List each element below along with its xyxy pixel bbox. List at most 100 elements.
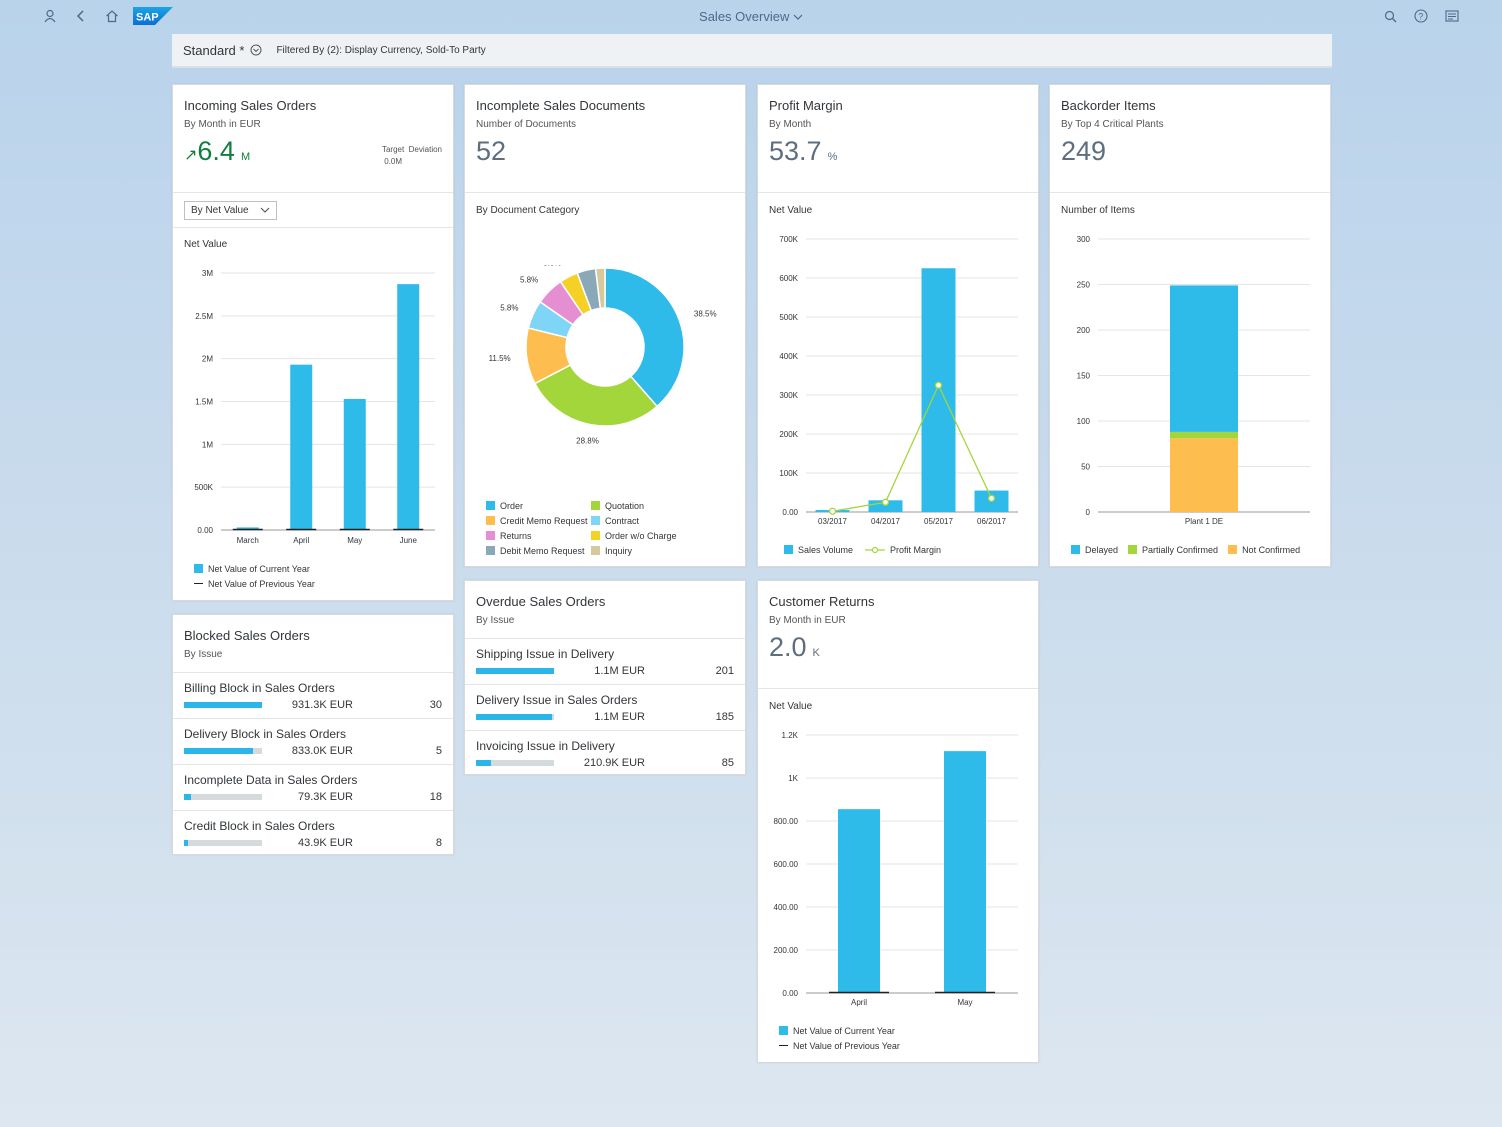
y-tick-label: 150 <box>1077 372 1091 381</box>
kpi-unit: M <box>240 151 251 163</box>
list-item[interactable]: Incomplete Data in Sales Orders 79.3K EUR… <box>173 764 453 810</box>
kpi-value: 249 <box>1061 136 1107 166</box>
y-tick-label: 0.00 <box>782 508 798 517</box>
legend-item[interactable]: Partially Confirmed <box>1128 542 1218 557</box>
chart-legend: Order Quotation Credit Memo Request Contrac… <box>486 498 736 558</box>
legend-item[interactable]: Delayed <box>1071 542 1118 557</box>
legend-item[interactable]: Quotation <box>591 498 731 513</box>
slice-value-label: 5.8% <box>500 304 518 313</box>
y-tick-label: 1K <box>788 774 798 783</box>
kpi-value: 2.0 K <box>769 632 1027 663</box>
legend-item-current[interactable]: Net Value of Current Year <box>779 1023 900 1038</box>
card-incoming-sales-orders: Incoming Sales Orders By Month in EUR ↗6… <box>172 84 454 601</box>
list-item-label: Invoicing Issue in Delivery <box>476 739 615 753</box>
slice-value-label: 28.8% <box>576 436 599 445</box>
legend-item[interactable]: Not Confirmed <box>1228 542 1300 557</box>
incomplete-donut-chart[interactable]: 38.5%28.8%11.5%5.8%5.8%3.8%3.8% <box>465 265 747 465</box>
list-item-amount: 1.1M EUR <box>594 711 645 723</box>
shell-bar: SAP Sales Overview ? <box>0 0 1502 32</box>
incoming-bar-chart[interactable]: 0.00 500K 1M 1.5M 2M 2.5M 3M March April May June <box>173 255 455 555</box>
back-icon[interactable] <box>71 6 91 26</box>
list-item[interactable]: Delivery Issue in Sales Orders 1.1M EUR 18… <box>465 684 745 730</box>
list-item[interactable]: Billing Block in Sales Orders 931.3K EUR 3… <box>173 672 453 718</box>
stacked-bar-segment <box>1170 438 1238 512</box>
card-header[interactable]: Incoming Sales Orders By Month in EUR ↗6… <box>173 85 453 167</box>
card-title: Overdue Sales Orders <box>476 594 606 609</box>
legend-item[interactable]: Order w/o Charge <box>591 528 731 543</box>
list-item-count: 85 <box>721 757 734 769</box>
legend-item-sales-volume[interactable]: Sales Volume <box>784 542 853 557</box>
filtered-by-text[interactable]: Filtered By (2): Display Currency, Sold-… <box>276 44 486 56</box>
list-item-count: 8 <box>435 837 442 849</box>
variant-selector[interactable]: Standard * <box>183 43 262 58</box>
card-header[interactable]: Blocked Sales Orders By Issue <box>173 615 453 660</box>
y-tick-label: 2M <box>202 355 213 364</box>
legend-label: Net Value of Previous Year <box>793 1040 900 1051</box>
legend-item-previous[interactable]: Net Value of Previous Year <box>194 576 315 591</box>
y-tick-label: 800.00 <box>774 817 799 826</box>
slice-value-label: 3.8% <box>543 265 561 268</box>
home-icon[interactable] <box>102 6 122 26</box>
filter-bar: Standard * Filtered By (2): Display Curr… <box>172 34 1332 68</box>
x-tick-label: 05/2017 <box>924 517 953 526</box>
list-item-label: Delivery Block in Sales Orders <box>184 727 347 741</box>
help-icon[interactable]: ? <box>1411 6 1431 26</box>
list-item[interactable]: Invoicing Issue in Delivery 210.9K EUR 85 <box>465 730 745 776</box>
bar <box>343 398 366 530</box>
legend-label: Net Value of Current Year <box>793 1025 895 1036</box>
dropdown-value: By Net Value <box>191 205 249 216</box>
card-header[interactable]: Customer Returns By Month in EUR 2.0 K <box>758 581 1038 663</box>
list-item[interactable]: Delivery Block in Sales Orders 833.0K EUR… <box>173 718 453 764</box>
y-tick-label: 400K <box>779 352 798 361</box>
legend-swatch <box>591 546 600 555</box>
legend-item[interactable]: Order <box>486 498 591 513</box>
chart-legend: Net Value of Current Year Net Value of P… <box>194 561 315 591</box>
y-tick-label: 500K <box>194 483 213 492</box>
list-item[interactable]: Shipping Issue in Delivery 1.1M EUR 201 <box>465 638 745 684</box>
y-tick-label: 0.00 <box>782 989 798 998</box>
kpi-unit: % <box>827 151 838 163</box>
micro-bar-fill <box>476 668 554 674</box>
legend-item[interactable]: Contract <box>591 513 731 528</box>
sap-logo[interactable]: SAP <box>133 7 173 25</box>
legend-item[interactable]: Inquiry <box>591 543 731 558</box>
notifications-icon[interactable] <box>1442 6 1462 26</box>
card-customer-returns: Customer Returns By Month in EUR 2.0 K Ne… <box>757 580 1039 1063</box>
returns-bar-chart[interactable]: 0.00 200.00 400.00 600.00 800.00 1K 1.2K April M… <box>758 721 1040 1016</box>
profit-combo-chart[interactable]: 0.00 100K 200K 300K 400K 500K 600K 700K 03/2017 0… <box>758 225 1040 530</box>
card-title: Incoming Sales Orders <box>184 98 317 113</box>
card-header[interactable]: Overdue Sales Orders By Issue <box>465 581 745 626</box>
list-item-label: Incomplete Data in Sales Orders <box>184 773 358 787</box>
donut-slice <box>594 267 606 310</box>
legend-swatch <box>486 501 495 510</box>
list-item-count: 18 <box>429 791 442 803</box>
list-item-amount: 43.9K EUR <box>297 837 353 849</box>
legend-label: Contract <box>605 515 640 526</box>
legend-swatch <box>194 564 203 573</box>
legend-item[interactable]: Credit Memo Request <box>486 513 591 528</box>
legend-item[interactable]: Debit Memo Request <box>486 543 591 558</box>
divider <box>173 192 453 193</box>
card-header[interactable]: Incomplete Sales Documents Number of Doc… <box>465 85 745 167</box>
legend-item[interactable]: Returns <box>486 528 591 543</box>
app-title-menu[interactable]: Sales Overview <box>699 9 803 24</box>
legend-item-previous[interactable]: Net Value of Previous Year <box>779 1038 900 1053</box>
view-dropdown[interactable]: By Net Value <box>184 201 277 220</box>
search-icon[interactable] <box>1380 6 1400 26</box>
user-icon[interactable] <box>40 6 60 26</box>
list-item-amount: 833.0K EUR <box>291 745 353 757</box>
y-tick-label: 100 <box>1077 417 1091 426</box>
legend-item-current[interactable]: Net Value of Current Year <box>194 561 315 576</box>
x-tick-label: May <box>347 536 362 545</box>
chart-legend: Sales Volume Profit Margin <box>784 542 941 557</box>
y-tick-label: 0 <box>1086 508 1091 517</box>
card-header[interactable]: Backorder Items By Top 4 Critical Plants… <box>1050 85 1330 167</box>
card-header[interactable]: Profit Margin By Month 53.7% <box>758 85 1038 167</box>
list-item[interactable]: Credit Block in Sales Orders 43.9K EUR 8 <box>173 810 453 856</box>
legend-item-profit-margin[interactable]: Profit Margin <box>865 542 941 557</box>
divider <box>1050 192 1330 193</box>
card-blocked-sales-orders: Blocked Sales Orders By Issue Billing Bl… <box>172 614 454 855</box>
backorder-stacked-chart[interactable]: 0 50 100 150 200 250 300 Plant 1 DE <box>1050 225 1332 530</box>
micro-bar-track <box>184 702 262 708</box>
list-item-count: 185 <box>715 711 734 723</box>
